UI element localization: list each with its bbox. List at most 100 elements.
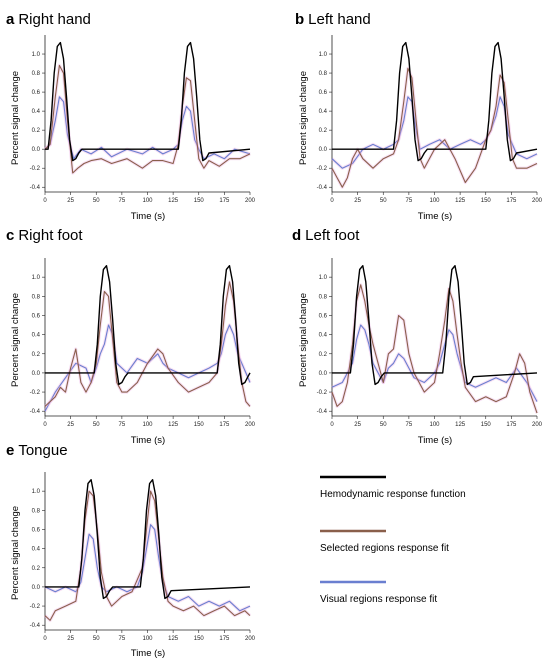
x-tick-label: 125 <box>455 198 466 204</box>
hrf-series-line <box>332 41 538 162</box>
visual-series-line <box>331 96 538 169</box>
panel-b: b Left hand 0 25 50 75 100 125 150 175 200 -0.4 -0.2… <box>295 11 543 222</box>
x-tick-label: 150 <box>194 198 205 204</box>
x-axis-label: Time (s) <box>131 435 165 446</box>
x-tick-label: 175 <box>219 636 230 642</box>
x-tick-label: 150 <box>481 198 492 204</box>
y-axis-label: Percent signal change <box>298 71 309 165</box>
y-tick-label: -0.4 <box>317 409 328 415</box>
visual-series-line <box>331 324 538 402</box>
x-axis-label: Time (s) <box>131 211 165 222</box>
legend-label-hrf: Hemodynamic response function <box>320 489 466 500</box>
legend-label-visual: Visual regions response fit <box>320 594 437 605</box>
panel-title: a Right hand <box>6 11 91 28</box>
y-tick-label: 0.8 <box>319 294 328 300</box>
y-axis-label: Percent signal change <box>298 293 309 387</box>
x-tick-label: 75 <box>406 198 413 204</box>
y-tick-label: 0.4 <box>319 109 328 115</box>
y-tick-label: -0.2 <box>317 390 328 396</box>
selected-series-line <box>44 281 251 407</box>
x-tick-label: 150 <box>481 422 492 428</box>
x-tick-label: 0 <box>330 422 334 428</box>
y-tick-label: 0.6 <box>32 527 41 533</box>
selected-series-line <box>44 64 251 174</box>
y-tick-label: 1.0 <box>32 275 41 281</box>
panel-c: c Right foot 0 25 50 75 100 125 150 175 200 -0.4 -0.… <box>6 227 256 446</box>
x-axis-label: Time (s) <box>418 211 452 222</box>
panel-title: b Left hand <box>295 11 371 28</box>
y-tick-label: 0.6 <box>319 313 328 319</box>
x-tick-label: 150 <box>194 422 205 428</box>
y-axis-label: Percent signal change <box>10 293 21 387</box>
y-tick-label: 0.0 <box>32 371 41 377</box>
y-tick-label: 0.8 <box>319 71 328 77</box>
x-tick-label: 75 <box>406 422 413 428</box>
y-tick-label: 0.0 <box>319 371 328 377</box>
x-tick-label: 175 <box>506 422 517 428</box>
x-tick-label: 0 <box>43 198 47 204</box>
x-tick-label: 75 <box>119 422 126 428</box>
panel-letter: e <box>6 442 14 459</box>
panel-title-text: Left hand <box>308 11 371 28</box>
x-tick-label: 50 <box>380 198 387 204</box>
x-axis-label: Time (s) <box>418 435 452 446</box>
panel-letter: d <box>292 227 301 244</box>
y-tick-label: 0.0 <box>32 585 41 591</box>
panel-title: e Tongue <box>6 442 68 459</box>
x-tick-label: 100 <box>142 636 153 642</box>
selected-band <box>43 280 252 408</box>
x-tick-label: 25 <box>67 198 74 204</box>
y-tick-label: 1.0 <box>32 489 41 495</box>
panel-letter: c <box>6 227 14 244</box>
panel-a: a Right hand 0 25 50 75 100 125 150 175 200 -0.4 -0.… <box>6 11 256 222</box>
y-tick-label: 0.8 <box>32 294 41 300</box>
panel-title-text: Right foot <box>18 227 83 244</box>
selected-series-line <box>331 284 538 414</box>
y-tick-label: 0.6 <box>32 90 41 96</box>
y-tick-label: 0.2 <box>32 566 41 572</box>
y-axis-label: Percent signal change <box>10 506 21 600</box>
x-tick-label: 0 <box>330 198 334 204</box>
x-tick-label: 0 <box>43 422 47 428</box>
y-tick-label: -0.4 <box>30 623 41 629</box>
legend: Hemodynamic response function Selected re… <box>320 475 466 605</box>
panel-title-text: Left foot <box>305 227 360 244</box>
panel-title-text: Right hand <box>18 11 91 28</box>
y-tick-label: -0.2 <box>30 390 41 396</box>
x-tick-label: 175 <box>506 198 517 204</box>
hrf-series-line <box>45 479 251 600</box>
y-tick-label: 0.2 <box>319 352 328 358</box>
selected-band <box>330 283 539 414</box>
y-tick-label: 0.8 <box>32 71 41 77</box>
y-tick-label: 1.0 <box>319 52 328 58</box>
x-tick-label: 100 <box>142 198 153 204</box>
x-tick-label: 25 <box>67 636 74 642</box>
x-tick-label: 125 <box>168 636 179 642</box>
y-tick-label: 0.0 <box>319 147 328 153</box>
y-axis-label: Percent signal change <box>10 71 21 165</box>
panel-letter: b <box>295 11 304 28</box>
y-tick-label: 0.4 <box>32 333 41 339</box>
y-tick-label: -0.4 <box>30 185 41 191</box>
y-tick-label: 0.4 <box>319 333 328 339</box>
x-tick-label: 50 <box>93 198 100 204</box>
y-tick-label: 0.6 <box>32 313 41 319</box>
y-tick-label: -0.2 <box>317 166 328 172</box>
x-tick-label: 75 <box>119 198 126 204</box>
x-tick-label: 75 <box>119 636 126 642</box>
y-tick-label: 0.0 <box>32 147 41 153</box>
panel-e: e Tongue 0 25 50 75 100 125 150 175 200 -0.4 -0.2 0.0… <box>6 442 256 659</box>
panel-title: c Right foot <box>6 227 83 244</box>
panel-letter: a <box>6 11 15 28</box>
x-tick-label: 200 <box>532 198 543 204</box>
panel-d: d Left foot 0 25 50 75 100 125 150 175 200 -0.4 -0.2… <box>292 227 543 446</box>
x-tick-label: 200 <box>245 636 256 642</box>
x-tick-label: 200 <box>532 422 543 428</box>
y-tick-label: 0.4 <box>32 109 41 115</box>
legend-label-selected: Selected regions response fit <box>320 543 449 554</box>
visual-band <box>331 323 539 403</box>
y-tick-label: 0.2 <box>32 352 41 358</box>
y-tick-label: -0.2 <box>30 166 41 172</box>
x-tick-label: 200 <box>245 422 256 428</box>
x-tick-label: 175 <box>219 422 230 428</box>
